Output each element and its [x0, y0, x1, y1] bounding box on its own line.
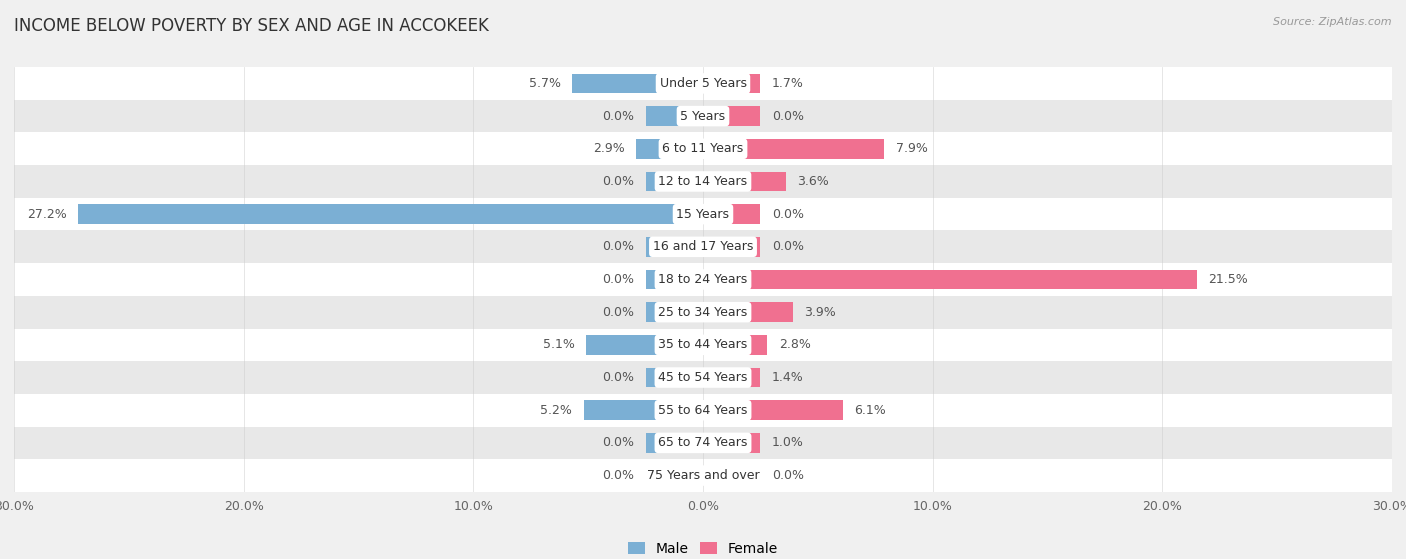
Bar	[703, 400, 844, 420]
Text: 2.9%: 2.9%	[593, 143, 624, 155]
Bar	[79, 205, 703, 224]
Bar	[703, 106, 761, 126]
Bar	[703, 433, 761, 453]
Text: 27.2%: 27.2%	[27, 207, 67, 221]
Text: 1.4%: 1.4%	[772, 371, 804, 384]
Bar	[14, 329, 1392, 361]
Bar	[703, 302, 793, 322]
Text: 1.7%: 1.7%	[772, 77, 804, 90]
Text: 0.0%: 0.0%	[772, 110, 804, 122]
Bar	[645, 302, 703, 322]
Bar	[703, 335, 768, 354]
Bar	[703, 237, 761, 257]
Text: 7.9%: 7.9%	[896, 143, 928, 155]
Text: 5 Years: 5 Years	[681, 110, 725, 122]
Text: 25 to 34 Years: 25 to 34 Years	[658, 306, 748, 319]
Bar	[14, 165, 1392, 198]
Text: 0.0%: 0.0%	[602, 273, 634, 286]
Text: 55 to 64 Years: 55 to 64 Years	[658, 404, 748, 416]
Bar	[14, 296, 1392, 329]
Text: 0.0%: 0.0%	[602, 437, 634, 449]
Text: 5.7%: 5.7%	[529, 77, 561, 90]
Bar	[645, 237, 703, 257]
Text: 5.2%: 5.2%	[540, 404, 572, 416]
Bar	[703, 368, 761, 387]
Bar	[14, 67, 1392, 100]
Text: 3.9%: 3.9%	[804, 306, 835, 319]
Text: 5.1%: 5.1%	[543, 338, 575, 352]
Bar	[645, 368, 703, 387]
Text: 2.8%: 2.8%	[779, 338, 811, 352]
Text: 15 Years: 15 Years	[676, 207, 730, 221]
Bar	[703, 139, 884, 159]
Bar	[703, 74, 761, 93]
Bar	[703, 172, 786, 191]
Text: 16 and 17 Years: 16 and 17 Years	[652, 240, 754, 253]
Bar	[703, 205, 761, 224]
Bar	[14, 230, 1392, 263]
Text: 21.5%: 21.5%	[1208, 273, 1249, 286]
Bar	[14, 394, 1392, 427]
Bar	[637, 139, 703, 159]
Text: Under 5 Years: Under 5 Years	[659, 77, 747, 90]
Text: Source: ZipAtlas.com: Source: ZipAtlas.com	[1274, 17, 1392, 27]
Text: 3.6%: 3.6%	[797, 175, 830, 188]
Bar	[703, 269, 1197, 290]
Text: 6.1%: 6.1%	[855, 404, 886, 416]
Bar	[14, 132, 1392, 165]
Text: 35 to 44 Years: 35 to 44 Years	[658, 338, 748, 352]
Text: 0.0%: 0.0%	[602, 175, 634, 188]
Text: 0.0%: 0.0%	[772, 207, 804, 221]
Text: 6 to 11 Years: 6 to 11 Years	[662, 143, 744, 155]
Text: 18 to 24 Years: 18 to 24 Years	[658, 273, 748, 286]
Bar	[645, 466, 703, 485]
Text: 0.0%: 0.0%	[602, 306, 634, 319]
Bar	[645, 172, 703, 191]
Text: 65 to 74 Years: 65 to 74 Years	[658, 437, 748, 449]
Bar	[583, 400, 703, 420]
Text: 0.0%: 0.0%	[772, 469, 804, 482]
Text: 0.0%: 0.0%	[602, 371, 634, 384]
Text: 45 to 54 Years: 45 to 54 Years	[658, 371, 748, 384]
Legend: Male, Female: Male, Female	[623, 536, 783, 559]
Text: 0.0%: 0.0%	[772, 240, 804, 253]
Bar	[645, 269, 703, 290]
Text: 1.0%: 1.0%	[772, 437, 804, 449]
Bar	[14, 263, 1392, 296]
Bar	[14, 361, 1392, 394]
Bar	[14, 459, 1392, 492]
Bar	[572, 74, 703, 93]
Text: 0.0%: 0.0%	[602, 240, 634, 253]
Text: 0.0%: 0.0%	[602, 469, 634, 482]
Bar	[14, 198, 1392, 230]
Bar	[645, 433, 703, 453]
Bar	[703, 466, 761, 485]
Text: INCOME BELOW POVERTY BY SEX AND AGE IN ACCOKEEK: INCOME BELOW POVERTY BY SEX AND AGE IN A…	[14, 17, 489, 35]
Bar	[14, 100, 1392, 132]
Text: 0.0%: 0.0%	[602, 110, 634, 122]
Text: 75 Years and over: 75 Years and over	[647, 469, 759, 482]
Bar	[14, 427, 1392, 459]
Text: 12 to 14 Years: 12 to 14 Years	[658, 175, 748, 188]
Bar	[586, 335, 703, 354]
Bar	[645, 106, 703, 126]
